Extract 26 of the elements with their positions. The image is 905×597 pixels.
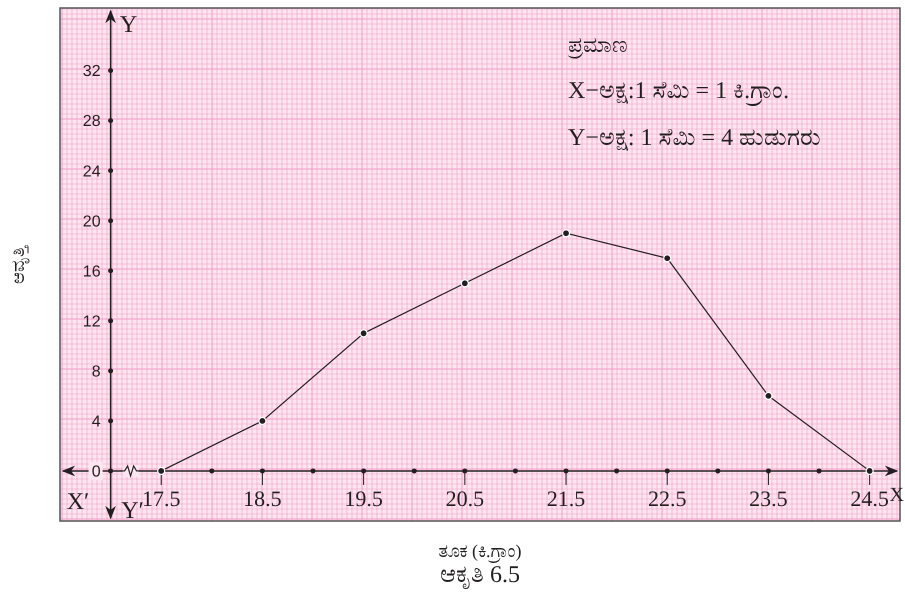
y-tick-label: 8 [92,363,101,380]
text: ಆಕೃತಿ 6.5 [440,562,520,589]
annotation: X′ [66,488,90,515]
annotation: ಪ್ರಮಾಣ [567,32,628,58]
annotation: Y′ [121,498,144,524]
annotation: Y [120,12,138,38]
x-tick-label: 18.5 [243,486,282,511]
x-axis-title: ತೂಕ (ಕಿ.ಗ್ರಾಂ) [438,541,522,563]
y-tick-label: 28 [82,113,101,130]
y-tick-label: 20 [82,213,101,230]
annotation: X−ಅಕ್ಷ:1 ಸೆಮಿ = 1 ಕಿ.ಗ್ರಾಂ. [568,78,790,106]
x-tick-label: 17.5 [142,486,180,511]
x-tick-label: 22.5 [648,486,686,511]
x-tick-label: 24.5 [850,486,889,511]
y-axis-title: ಆವೃತ್ತಿ [8,245,29,284]
annotation: Y−ಅಕ್ಷ: 1 ಸೆಮಿ = 4 ಹುಡುಗರು [568,125,822,151]
x-tick-label: 21.5 [546,486,586,511]
y-tick-label: 32 [82,63,101,80]
x-tick-label: 23.5 [749,486,788,511]
y-tick-label: 16 [82,263,101,280]
y-tick-label: 24 [82,163,101,180]
x-tick-label: 19.5 [344,486,383,511]
x-tick-label: 20.5 [446,486,484,511]
y-tick-label: 12 [82,313,101,330]
y-tick-label: 0 [92,464,101,481]
y-tick-label: 4 [92,414,101,430]
